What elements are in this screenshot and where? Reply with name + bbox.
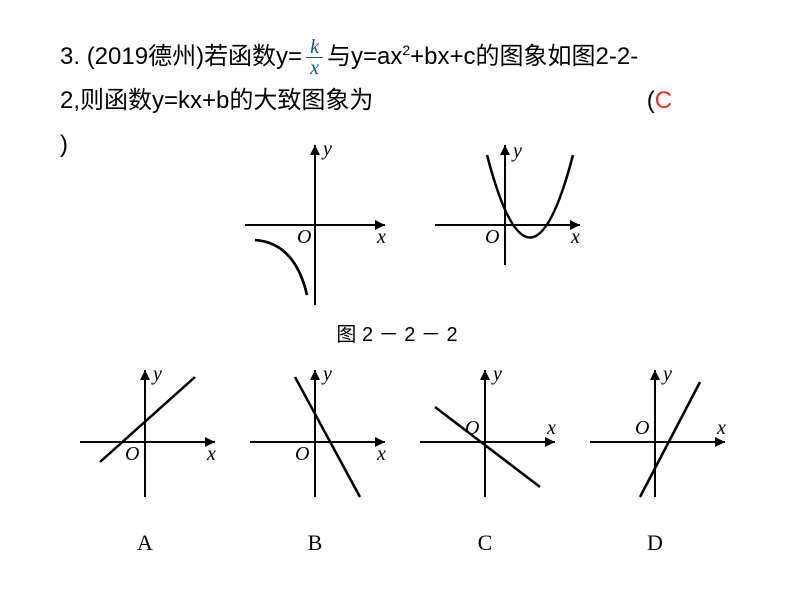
option-D: O x y D	[575, 362, 735, 556]
graph-A: O x y	[65, 362, 225, 522]
origin-label: O	[297, 226, 311, 248]
x-label: x	[570, 226, 580, 248]
y-label: y	[321, 363, 332, 385]
fraction: kx	[306, 37, 323, 78]
line-C	[435, 407, 540, 487]
paren-open: (	[647, 87, 655, 114]
origin-label: O	[295, 443, 309, 465]
graph-C: O x y	[405, 362, 565, 522]
y-label: y	[511, 140, 522, 162]
x-label: x	[546, 417, 556, 439]
q-line2: 2,则函数y=kx+b的大致图象为	[60, 87, 373, 114]
figure-reciprocal: O x y	[230, 140, 400, 310]
q-number: 3.	[60, 43, 80, 70]
reciprocal-branch2	[255, 240, 307, 295]
line-B	[295, 377, 360, 497]
label-A: A	[65, 530, 225, 556]
label-D: D	[575, 530, 735, 556]
q-sup: 2	[402, 42, 410, 58]
q-pre: 若函数y=	[204, 43, 302, 70]
q-source: (2019德州)	[87, 43, 204, 70]
frac-den: x	[306, 58, 323, 78]
y-label: y	[151, 363, 162, 385]
label-B: B	[235, 530, 395, 556]
q-post1: +bx+c的图象如图2-2-	[410, 43, 638, 70]
answer-letter: C	[655, 87, 672, 114]
line-D	[640, 382, 700, 497]
graph-D: O x y	[575, 362, 735, 522]
origin-label: O	[125, 443, 139, 465]
line-A	[100, 377, 195, 462]
option-B: O x y B	[235, 362, 395, 556]
y-label: y	[491, 363, 502, 385]
x-label: x	[206, 443, 216, 465]
figure-caption: 图 2 － 2 － 2	[0, 318, 794, 347]
x-label: x	[376, 226, 386, 248]
origin-label: O	[485, 226, 499, 248]
q-mid: 与y=ax	[327, 43, 402, 70]
label-C: C	[405, 530, 565, 556]
y-label: y	[321, 140, 332, 160]
x-label: x	[716, 417, 726, 439]
option-A: O x y A	[65, 362, 225, 556]
origin-label: O	[465, 417, 479, 439]
math-question-page: 3. (2019德州)若函数y=kx与y=ax2+bx+c的图象如图2-2- 2…	[0, 0, 794, 596]
figure-parabola: O x y	[420, 140, 590, 310]
x-label: x	[376, 443, 386, 465]
option-C: O x y C	[405, 362, 565, 556]
graph-B: O x y	[235, 362, 395, 522]
origin-label: O	[635, 417, 649, 439]
y-label: y	[661, 363, 672, 385]
frac-num: k	[306, 37, 323, 58]
q-line3: )	[60, 131, 68, 158]
answer-options: O x y A O x y B	[60, 362, 740, 556]
reference-figures: O x y O x y	[230, 140, 590, 310]
